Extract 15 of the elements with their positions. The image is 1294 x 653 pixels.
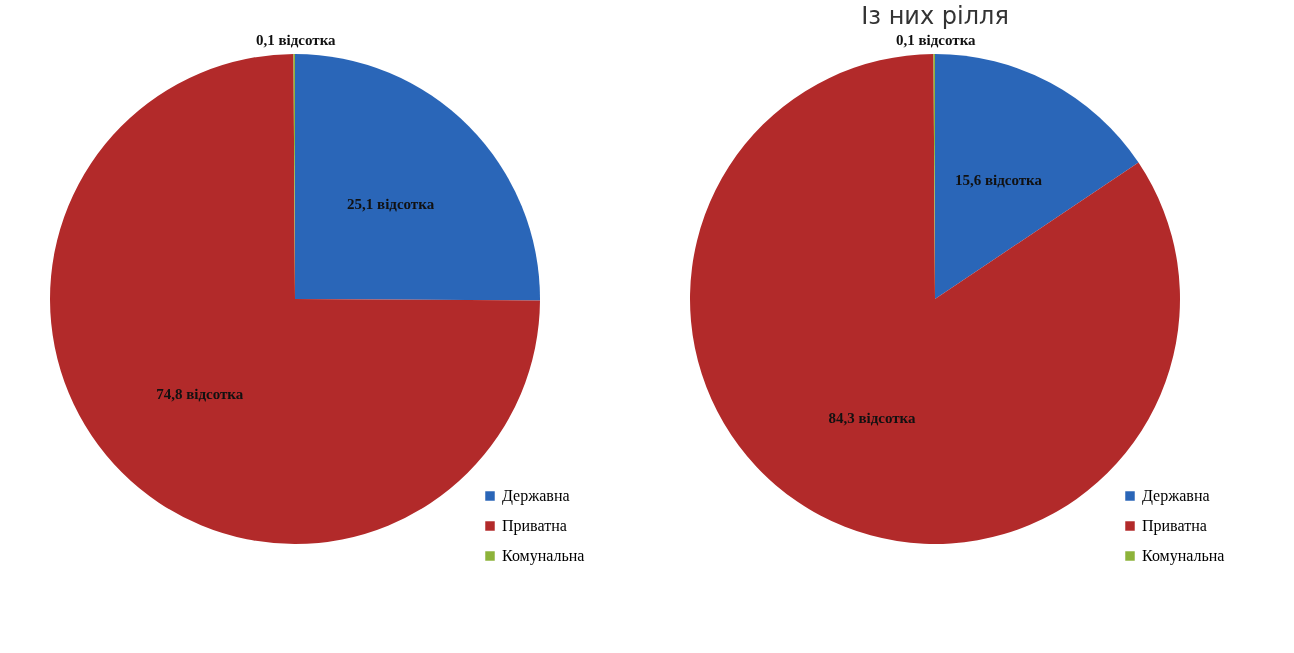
legend-label: Комунальна <box>502 547 585 565</box>
data-label: 25,1 відсотка <box>347 196 435 213</box>
data-label: 15,6 відсотка <box>954 172 1043 189</box>
data-label: 0,1 відсотка <box>256 32 337 48</box>
legend-label: Державна <box>502 487 570 505</box>
legend-label: Державна <box>1142 487 1210 505</box>
legend-label: Приватна <box>502 517 567 535</box>
pie-slice <box>935 54 1139 299</box>
chart-title: Із них рілля <box>861 2 1009 30</box>
data-label: 84,3 відсотка <box>828 410 916 427</box>
pie-slice <box>295 54 540 301</box>
legend-label: Приватна <box>1142 517 1207 535</box>
legend-label: Комунальна <box>1142 547 1225 565</box>
data-label: 74,8 відсотка <box>156 386 244 403</box>
data-label: 0,1 відсотка <box>896 32 977 48</box>
